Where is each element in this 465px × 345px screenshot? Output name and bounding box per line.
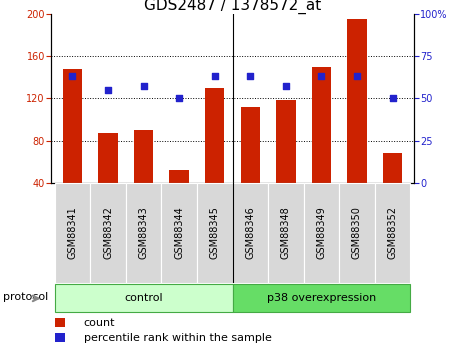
Text: GSM88350: GSM88350 [352,206,362,259]
Bar [134,130,153,183]
Bar [55,333,65,342]
Bar [312,67,331,183]
FancyBboxPatch shape [304,183,339,283]
Bar [205,88,225,183]
Point [175,96,183,101]
Text: GSM88345: GSM88345 [210,206,220,259]
Text: GSM88344: GSM88344 [174,207,184,259]
Text: GSM88349: GSM88349 [316,207,326,259]
Point [69,73,76,79]
FancyBboxPatch shape [197,183,232,283]
Text: protocol: protocol [3,292,48,302]
Bar [63,69,82,183]
Title: GDS2487 / 1378572_at: GDS2487 / 1378572_at [144,0,321,14]
FancyBboxPatch shape [55,284,232,313]
Bar [276,100,296,183]
FancyBboxPatch shape [161,183,197,283]
Text: GSM88342: GSM88342 [103,206,113,259]
FancyBboxPatch shape [126,183,161,283]
Point [318,73,325,79]
FancyBboxPatch shape [232,183,268,283]
Bar [347,19,367,183]
FancyBboxPatch shape [55,183,90,283]
Text: GSM88348: GSM88348 [281,207,291,259]
Point [140,84,147,89]
Bar [240,107,260,183]
Text: percentile rank within the sample: percentile rank within the sample [84,333,272,343]
FancyBboxPatch shape [232,284,410,313]
FancyBboxPatch shape [90,183,126,283]
Text: GSM88343: GSM88343 [139,207,149,259]
Text: p38 overexpression: p38 overexpression [267,294,376,303]
Text: count: count [84,318,115,328]
Text: control: control [124,294,163,303]
Point [246,73,254,79]
Point [104,87,112,92]
Text: GSM88352: GSM88352 [387,206,398,259]
Text: GSM88346: GSM88346 [245,207,255,259]
Point [389,96,396,101]
FancyBboxPatch shape [339,183,375,283]
Text: GSM88341: GSM88341 [67,207,78,259]
Bar [169,170,189,183]
Point [353,73,361,79]
FancyBboxPatch shape [375,183,410,283]
FancyBboxPatch shape [268,183,304,283]
Bar [383,153,402,183]
Point [211,73,219,79]
Bar [55,318,65,327]
Bar [98,133,118,183]
Point [282,84,290,89]
